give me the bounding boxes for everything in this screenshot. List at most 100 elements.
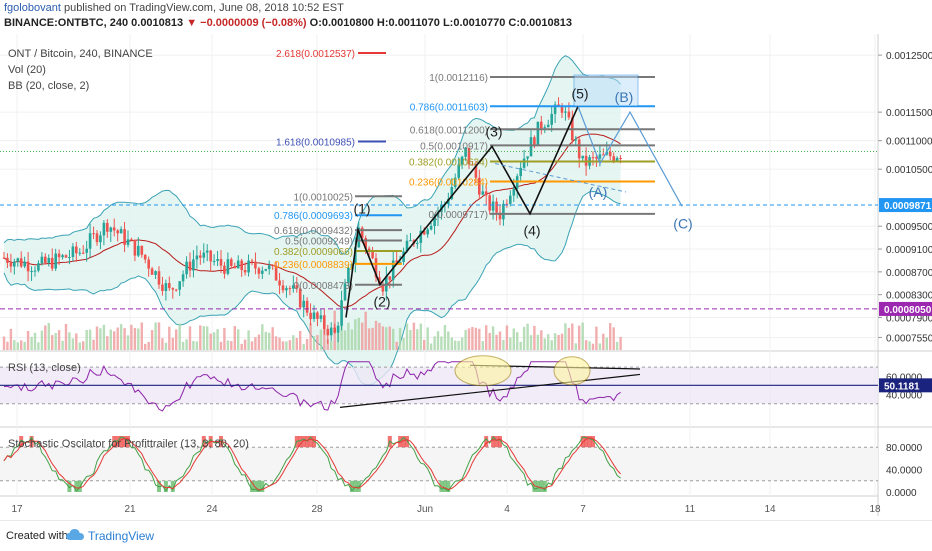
candle-body: [54, 253, 57, 269]
volume-bar: [454, 340, 457, 350]
volume-bar: [598, 343, 602, 350]
volume-bar: [553, 333, 557, 350]
volume-bar: [271, 327, 274, 350]
volume-bar: [195, 341, 199, 350]
candle-body: [498, 212, 502, 220]
volume-bar: [381, 326, 385, 350]
volume-bar: [292, 335, 295, 350]
volume-bar: [85, 330, 88, 350]
volume-bar: [154, 322, 157, 350]
candle-body: [95, 233, 99, 243]
volume-bar: [412, 322, 416, 350]
candle-body: [543, 127, 547, 129]
volume-bar: [302, 343, 305, 350]
volume-bar: [247, 330, 250, 350]
candle-body: [292, 285, 295, 289]
volume-bar: [485, 325, 488, 350]
candle-body: [123, 229, 126, 245]
rsi-current-label: 50.1181: [884, 381, 920, 392]
candle-body: [467, 147, 471, 165]
candle-body: [112, 227, 116, 231]
volume-bar: [340, 313, 343, 350]
candle-body: [199, 255, 202, 258]
fib-level-label: 1(0.0012116): [429, 73, 488, 84]
candle-body: [502, 203, 505, 220]
volume-bar: [540, 330, 543, 350]
candle-body: [23, 261, 26, 267]
candle-body: [178, 281, 181, 290]
volume-bar: [157, 322, 161, 350]
volume-bar: [529, 335, 533, 350]
candle-body: [436, 212, 440, 217]
candle-body: [271, 265, 274, 267]
volume-bar: [40, 330, 44, 350]
volume-bar: [71, 338, 75, 350]
volume-bar: [188, 326, 192, 350]
candle-body: [298, 288, 302, 308]
candle-body: [212, 260, 216, 262]
impulse-wave-path: [345, 106, 579, 318]
candle-body: [574, 139, 578, 141]
volume-bar: [609, 323, 612, 350]
volume-bar: [102, 324, 106, 350]
volume-bar: [591, 343, 595, 350]
volume-bar: [319, 329, 323, 350]
price-tick-label: 0.0011500: [886, 108, 932, 119]
candles: [2, 97, 622, 344]
time-axis-label: 21: [124, 504, 136, 515]
volume-bar: [612, 327, 615, 350]
candle-body: [478, 177, 481, 195]
volume-bar: [488, 332, 491, 350]
time-axis-label: Jun: [417, 504, 433, 515]
publisher-link[interactable]: fgolobovant: [4, 2, 61, 14]
volume-bar: [605, 337, 608, 350]
volume-bar: [13, 340, 16, 350]
candle-body: [591, 157, 595, 159]
stoch-oversold-marker: [532, 480, 537, 492]
volume-bar: [175, 329, 178, 350]
published-text: published on TradingView.com, June 08, 2…: [63, 2, 344, 14]
volume-bar: [416, 329, 419, 350]
candle-body: [19, 258, 23, 267]
candle-body: [505, 203, 509, 205]
volume-bar: [230, 341, 233, 350]
candle-body: [395, 260, 398, 263]
candle-body: [429, 226, 433, 230]
volume-bar: [478, 328, 481, 350]
volume-bar: [16, 342, 19, 350]
tradingview-brand[interactable]: TradingView: [88, 529, 155, 543]
fib-level-label: 0.382(0.0010634): [409, 158, 488, 169]
volume-bar: [130, 324, 133, 350]
price-tick-label: 0.0009500: [886, 222, 932, 233]
chart-area[interactable]: 0.0012500 0.0011500 0.0011000 0.0010500 0.00…: [0, 34, 932, 516]
candle-body: [536, 121, 540, 146]
stoch-overbought-marker: [591, 436, 595, 448]
volume-bar: [395, 341, 398, 350]
volume-bar: [543, 338, 546, 350]
volume-bar: [361, 322, 364, 350]
volume-bar: [440, 336, 443, 350]
candle-body: [288, 288, 292, 290]
stoch-oversold-marker: [539, 480, 544, 492]
volume-bar: [206, 326, 209, 350]
price-tick-label: 0.0008700: [886, 268, 932, 279]
volume-bar: [6, 341, 9, 350]
candle-body: [64, 255, 68, 258]
candle-body: [195, 255, 199, 260]
volume-bar: [491, 326, 495, 350]
volume-bar: [202, 326, 205, 350]
target-zone-box: [573, 74, 639, 107]
price-tick-label: 0.0007550: [886, 333, 932, 344]
candle-body: [605, 151, 609, 155]
fib-level-label: 0.236(0.0010284): [409, 178, 488, 189]
stoch-legend: Stochastic Oscilator for Profittrailer (…: [8, 438, 249, 450]
price-chart-svg[interactable]: 0.0012500 0.0011500 0.0011000 0.0010500 0.00…: [0, 34, 932, 516]
volume-bar: [57, 330, 61, 350]
volume-bar: [192, 341, 195, 350]
volume-bar: [219, 341, 223, 350]
candle-body: [471, 164, 474, 166]
candle-body: [126, 239, 130, 245]
volume-bar: [123, 328, 126, 350]
candle-body: [261, 270, 264, 274]
candle-body: [533, 137, 536, 146]
